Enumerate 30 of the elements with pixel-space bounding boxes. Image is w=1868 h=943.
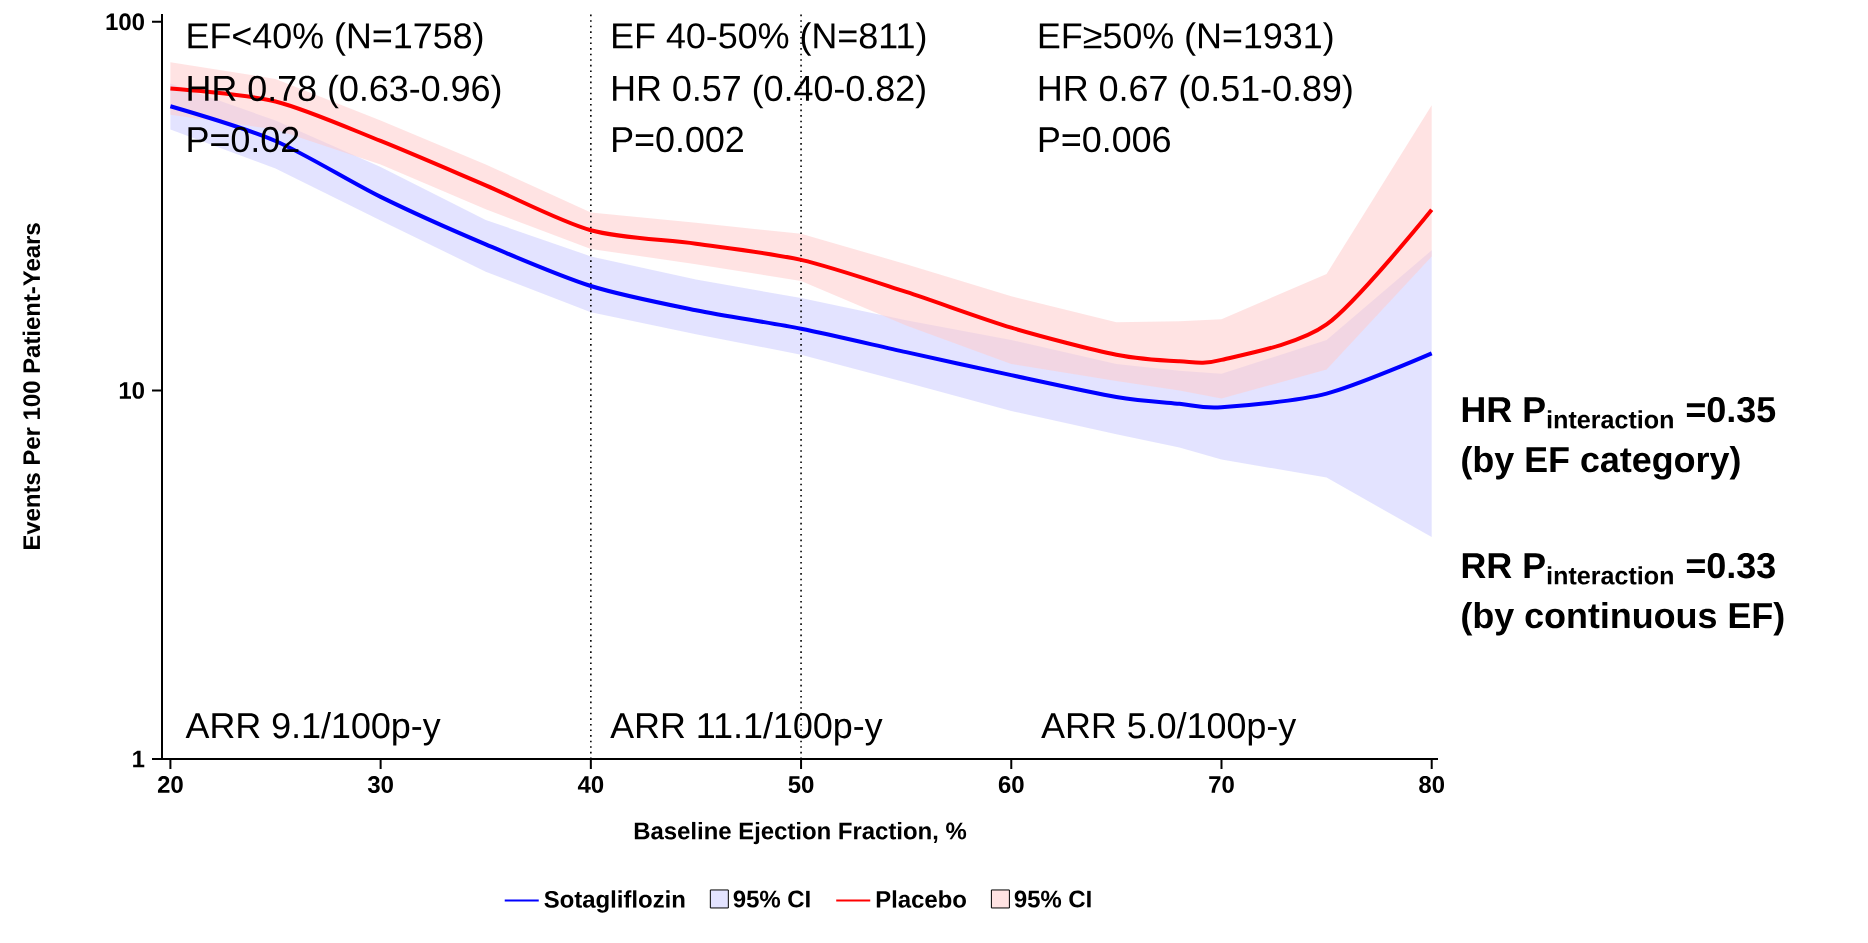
x-tick-label: 40: [577, 776, 604, 793]
annotation: HR 0.57 (0.40-0.82): [613, 74, 925, 109]
x-tick-label: 50: [788, 776, 814, 793]
text: (by EF category): [1462, 445, 1740, 480]
annotation: ARR 5.0/100p-y: [1041, 712, 1297, 746]
text: (by continuous EF): [1462, 602, 1784, 636]
y-tick-label: 1: [133, 750, 145, 768]
annotation: ARR 11.1/100p-y: [610, 712, 883, 746]
x-axis-title: Baseline Ejection Fraction, %: [634, 821, 967, 845]
annotation: EF≥50% (N=1931): [1039, 22, 1333, 56]
x-tick-label: 60: [998, 776, 1024, 793]
annotation: EF 40-50% (N=811): [613, 22, 926, 56]
x-tick-label: 70: [1209, 776, 1234, 793]
y-tick-label: 10: [119, 381, 144, 399]
text: $\text{\bfseries RR P}_{\text{\bfseries interaction}}\text{\bfseries\ =0.33}$: [1462, 552, 1775, 585]
x-tick-label: 80: [1419, 776, 1445, 793]
text: 95% CI: [733, 890, 810, 908]
annotation: P=0.006: [1039, 126, 1170, 153]
legend-label: Sotagliflozin: [544, 890, 685, 913]
annotation: EF<40% (N=1758): [188, 22, 483, 56]
annotation: ARR 9.1/100p-y: [185, 712, 441, 746]
legend-label: Placebo: [876, 890, 966, 908]
y-axis-title: Events Per 100 Patient-Years: [22, 223, 41, 550]
x-tick-label: 30: [367, 776, 393, 794]
text: $\text{\bfseries HR P}_{\text{\bfseries interaction}}\text{\bfseries\ =0.35}$: [1462, 396, 1776, 429]
text: 95% CI: [1014, 890, 1091, 908]
annotation: HR 0.67 (0.51-0.89): [1039, 74, 1352, 109]
y-tick-label: 100: [106, 13, 144, 31]
x-tick-label: 20: [157, 776, 183, 793]
annotation: P=0.002: [613, 126, 743, 153]
